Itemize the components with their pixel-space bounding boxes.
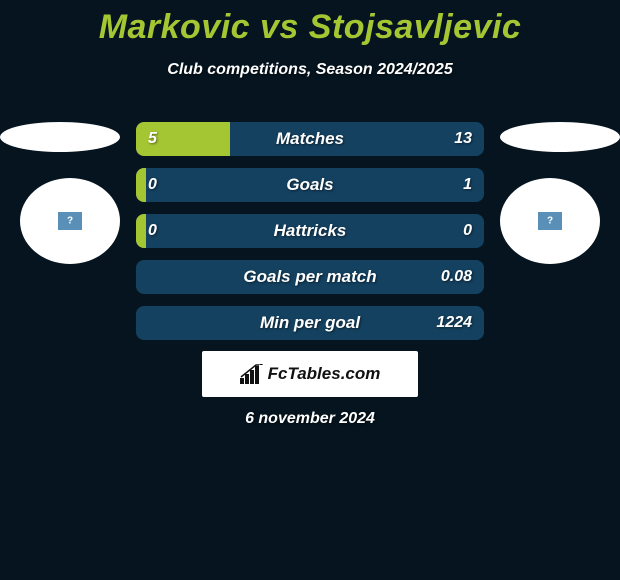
stat-left-value: 0: [148, 222, 157, 240]
stat-bar-fill: [136, 214, 146, 248]
comparison-infographic: Markovic vs Stojsavljevic Club competiti…: [0, 0, 620, 580]
stat-bar-fill: [136, 168, 146, 202]
stat-right-value: 13: [454, 130, 472, 148]
left-player-avatar: [20, 178, 120, 264]
stat-right-value: 1: [463, 176, 472, 194]
stat-label: Goals per match: [243, 267, 376, 287]
stat-left-value: 0: [148, 176, 157, 194]
left-player-flag: [0, 122, 120, 152]
stat-bar: 0 Goals 1: [136, 168, 484, 202]
stat-right-value: 0: [463, 222, 472, 240]
stat-bar: Goals per match 0.08: [136, 260, 484, 294]
stat-label: Hattricks: [274, 221, 347, 241]
stat-right-value: 0.08: [441, 268, 472, 286]
stat-label: Goals: [286, 175, 333, 195]
snapshot-date: 6 november 2024: [0, 410, 620, 428]
stat-label: Matches: [276, 129, 344, 149]
stat-label: Min per goal: [260, 313, 360, 333]
avatar-placeholder-icon: [58, 212, 82, 230]
stat-bar: 5 Matches 13: [136, 122, 484, 156]
stat-bar: Min per goal 1224: [136, 306, 484, 340]
avatar-placeholder-icon: [538, 212, 562, 230]
right-player-flag: [500, 122, 620, 152]
stat-right-value: 1224: [436, 314, 472, 332]
page-subtitle: Club competitions, Season 2024/2025: [0, 61, 620, 79]
page-title: Markovic vs Stojsavljevic: [0, 0, 620, 47]
comparison-bars: 5 Matches 13 0 Goals 1 0 Hattricks 0 Goals per ma…: [136, 122, 484, 352]
stat-bar: 0 Hattricks 0: [136, 214, 484, 248]
brand-text: FcTables.com: [268, 364, 381, 384]
brand-bars-icon: [240, 364, 264, 384]
brand-badge: FcTables.com: [202, 351, 418, 397]
stat-left-value: 5: [148, 130, 157, 148]
right-player-avatar: [500, 178, 600, 264]
